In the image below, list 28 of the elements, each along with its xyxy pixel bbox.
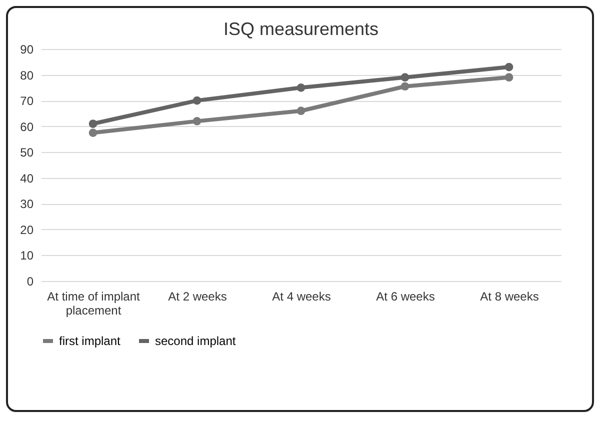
- point: [504, 62, 514, 72]
- chart-title: ISQ measurements: [223, 19, 379, 39]
- point: [296, 83, 306, 92]
- y-tick-label: 50: [20, 146, 34, 160]
- point: [296, 106, 306, 116]
- x-tick-label: At time of implant placement: [47, 290, 141, 318]
- y-tick-label: 30: [20, 197, 34, 212]
- y-tick-label: 80: [20, 68, 34, 82]
- y-tick-label: 40: [20, 171, 34, 186]
- x-tick-label: At 2 weeks: [168, 290, 227, 304]
- point: [400, 73, 410, 82]
- legend-label: second implant: [155, 334, 236, 348]
- x-tick-label: At 6 weeks: [376, 290, 435, 304]
- point: [88, 120, 98, 128]
- point: [192, 117, 202, 126]
- x-tick-label: At 4 weeks: [272, 290, 331, 304]
- point: [192, 96, 202, 105]
- y-tick-label: 10: [20, 248, 34, 263]
- x-tick-label: At 8 weeks: [480, 290, 539, 304]
- point: [88, 128, 98, 137]
- y-tick-label: 90: [20, 42, 34, 56]
- y-tick-label: 20: [20, 222, 34, 237]
- point: [504, 73, 514, 82]
- y-tick-label: 70: [20, 94, 34, 108]
- legend-label: first implant: [59, 334, 122, 348]
- y-tick-label: 0: [26, 274, 34, 288]
- point: [400, 82, 410, 91]
- y-tick-label: 60: [20, 120, 34, 134]
